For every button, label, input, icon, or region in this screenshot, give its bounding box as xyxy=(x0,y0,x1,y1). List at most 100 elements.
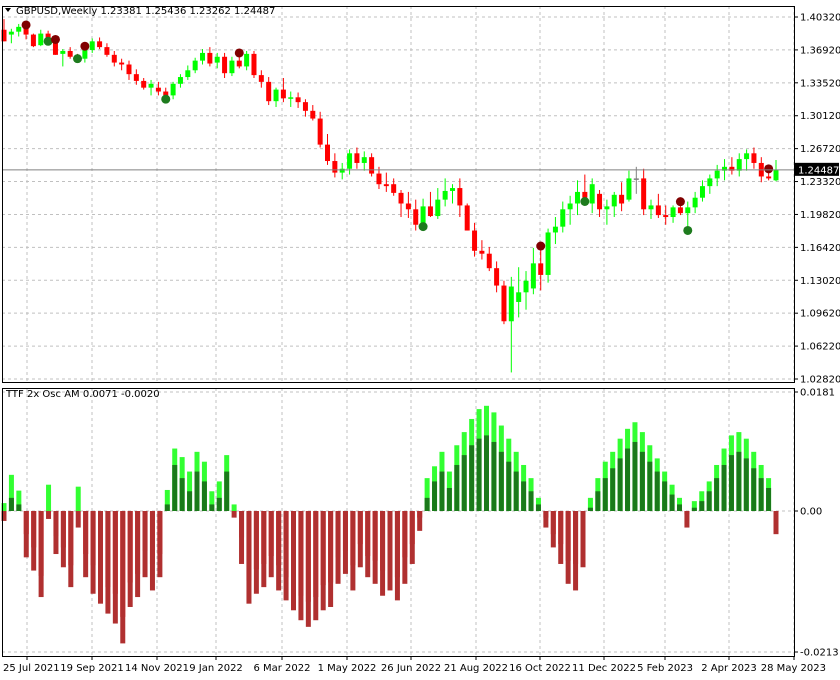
price-tick-label: 1.36920 xyxy=(800,45,840,56)
oscillator-bar-secondary xyxy=(372,511,378,584)
candle-body xyxy=(82,50,88,59)
candle-body xyxy=(552,226,558,233)
oscillator-tick-label: 0.0181 xyxy=(800,388,835,399)
candle-body xyxy=(597,193,603,210)
sell-signal-dot xyxy=(234,48,244,58)
dropdown-triangle-icon[interactable] xyxy=(5,8,11,12)
candle-body xyxy=(685,207,691,214)
symbol-header[interactable]: GBPUSD,Weekly 1.23381 1.25436 1.23262 1.… xyxy=(5,6,275,17)
candle-body xyxy=(545,232,551,275)
time-label: 9 Jan 2022 xyxy=(189,663,243,674)
oscillator-bar-secondary xyxy=(706,491,712,511)
oscillator-bar-secondary xyxy=(246,511,252,604)
price-tick-label: 1.16420 xyxy=(800,243,840,254)
oscillator-bar-secondary xyxy=(157,511,163,578)
oscillator-tick-label: 0.00 xyxy=(800,507,822,518)
oscillator-bar-secondary xyxy=(617,458,623,511)
oscillator-bar-secondary xyxy=(402,511,408,584)
candle-body xyxy=(449,188,455,191)
oscillator-bar-primary xyxy=(1,503,7,511)
oscillator-bar-primary xyxy=(587,497,593,511)
candle-body xyxy=(288,97,294,99)
candle-body xyxy=(479,250,485,254)
time-label: 5 Feb 2023 xyxy=(637,663,693,674)
buy-signal-dot xyxy=(73,54,83,64)
candle-body xyxy=(16,26,22,32)
oscillator-bar-secondary xyxy=(231,511,237,518)
oscillator-bar-secondary xyxy=(432,481,438,511)
candle-body xyxy=(472,230,478,251)
oscillator-bar-secondary xyxy=(164,504,170,511)
oscillator-bar-secondary xyxy=(53,511,59,555)
oscillator-bar-secondary xyxy=(773,511,779,535)
candle-body xyxy=(722,166,728,171)
candle-body xyxy=(604,206,610,210)
candle-body xyxy=(516,292,522,302)
candle-body xyxy=(89,41,95,51)
sell-signal-dot xyxy=(80,41,90,51)
time-label: 25 Jul 2021 xyxy=(3,663,60,674)
time-axis: 25 Jul 2021 19 Sep 2021 14 Nov 2021 9 Jan 2… xyxy=(3,656,826,674)
oscillator-bar-secondary xyxy=(714,478,720,511)
candle-body xyxy=(200,52,206,61)
oscillator-bar-secondary xyxy=(261,511,267,588)
price-tick-label: 1.19820 xyxy=(800,210,840,221)
oscillator-bar-secondary xyxy=(38,511,44,598)
buy-signal-dot xyxy=(580,197,590,207)
oscillator-bar-secondary xyxy=(357,511,363,568)
candle-body xyxy=(148,83,154,88)
oscillator-tick-label: -0.0213 xyxy=(800,648,839,659)
oscillator-bar-secondary xyxy=(298,511,304,621)
symbol-header-text: GBPUSD,Weekly 1.23381 1.25436 1.23262 1.… xyxy=(16,6,275,17)
candle-body xyxy=(457,188,463,206)
oscillator-bar-secondary xyxy=(587,507,593,511)
candle-body xyxy=(325,144,331,162)
price-axis: 1.40320 1.36920 1.33520 1.30120 1.26720 1.233… xyxy=(794,13,840,386)
buy-signal-dot xyxy=(161,94,171,104)
oscillator-bar-secondary xyxy=(194,471,200,511)
candle-body xyxy=(310,110,316,119)
oscillator-bar-secondary xyxy=(172,464,178,511)
candle-body xyxy=(508,286,514,322)
candle-body xyxy=(494,268,500,286)
oscillator-bar-secondary xyxy=(625,448,631,511)
oscillator-histogram xyxy=(1,405,779,644)
oscillator-bar-secondary xyxy=(595,491,601,511)
time-label: 11 Dec 2022 xyxy=(572,663,636,674)
oscillator-bar-secondary xyxy=(684,511,690,528)
oscillator-bar-secondary xyxy=(387,511,393,591)
oscillator-bar-secondary xyxy=(736,451,742,511)
sell-signal-dot xyxy=(764,164,774,174)
oscillator-bar-secondary xyxy=(424,497,430,511)
oscillator-pane-border xyxy=(2,388,795,657)
candle-body xyxy=(141,80,147,88)
oscillator-bar-secondary xyxy=(751,468,757,511)
candle-body xyxy=(38,33,44,46)
oscillator-bar-secondary xyxy=(16,504,22,511)
candle-body xyxy=(641,178,647,210)
price-tick-label: 1.40320 xyxy=(800,13,840,24)
oscillator-bar-secondary xyxy=(291,511,296,611)
oscillator-bar-secondary xyxy=(484,435,489,511)
time-label: 1 May 2022 xyxy=(318,663,377,674)
candle-body xyxy=(567,203,573,210)
candle-body xyxy=(302,102,308,111)
price-tick-label: 1.02820 xyxy=(800,375,840,386)
candle-body xyxy=(464,205,470,231)
oscillator-bar-secondary xyxy=(394,511,400,601)
oscillator-bar-secondary xyxy=(142,511,148,578)
oscillator-bar-secondary xyxy=(543,511,549,528)
oscillator-bar-secondary xyxy=(98,511,103,604)
oscillator-bar-secondary xyxy=(766,487,772,511)
candle-body xyxy=(707,178,713,187)
candle-body xyxy=(523,280,529,293)
oscillator-bar-secondary xyxy=(632,441,638,511)
oscillator-bar-secondary xyxy=(573,511,579,591)
oscillator-bar-secondary xyxy=(268,511,274,578)
oscillator-bar-secondary xyxy=(60,511,66,568)
candle-body xyxy=(692,197,698,208)
oscillator-bar-primary xyxy=(424,478,430,511)
oscillator-bar-secondary xyxy=(662,481,668,511)
candle-body xyxy=(280,89,286,99)
